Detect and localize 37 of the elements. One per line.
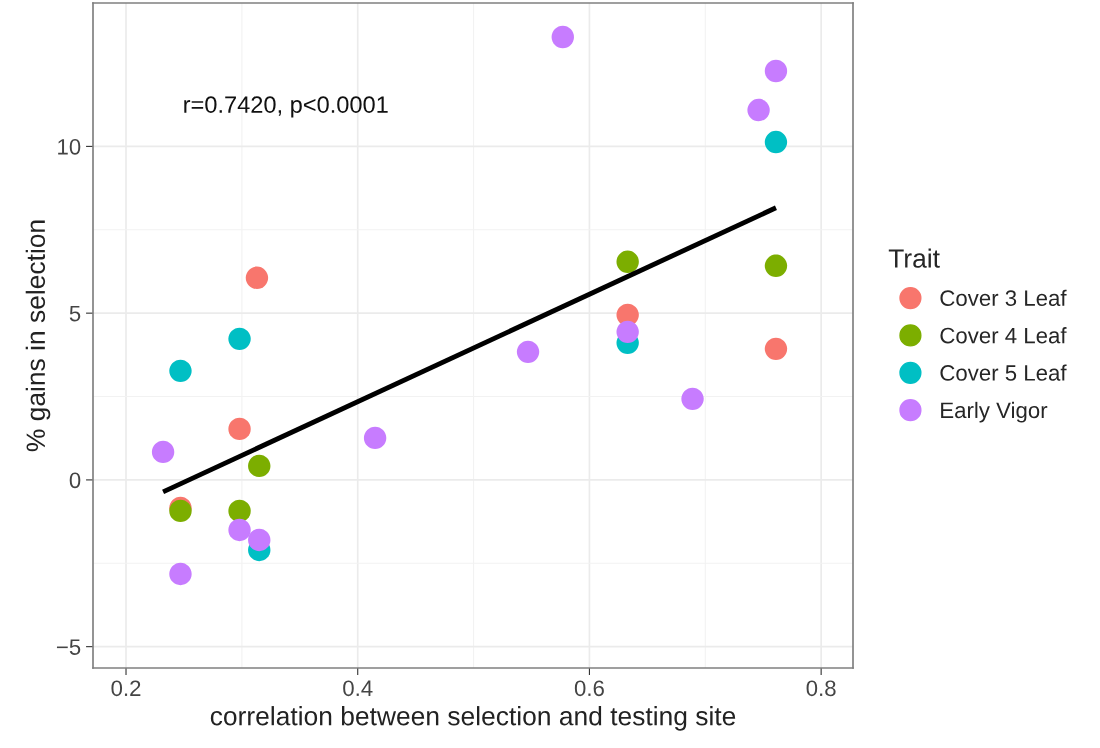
point bbox=[681, 387, 704, 411]
point bbox=[363, 426, 387, 450]
legend-label: Cover 3 Leaf bbox=[940, 289, 1067, 307]
y-axis-title: % gains in selection bbox=[25, 220, 51, 452]
x-axis-title: correlation between selection and testing site bbox=[210, 706, 736, 731]
point bbox=[248, 528, 271, 552]
legend-label: Cover 4 Leaf bbox=[940, 327, 1067, 344]
y-tick-label: 5 bbox=[69, 305, 81, 322]
legend-title: Trait bbox=[888, 248, 940, 268]
point bbox=[228, 327, 251, 351]
x-tick-label: 0.2 bbox=[111, 680, 141, 697]
point bbox=[245, 266, 269, 289]
point bbox=[228, 518, 251, 542]
y-tick-label: 10 bbox=[58, 138, 81, 155]
point bbox=[228, 417, 251, 441]
point bbox=[616, 250, 639, 273]
point bbox=[169, 562, 192, 586]
point bbox=[764, 130, 788, 154]
y-tick-label: −5 bbox=[56, 639, 81, 655]
point bbox=[616, 320, 639, 344]
point bbox=[764, 337, 788, 361]
y-tick-label: 0 bbox=[69, 472, 81, 489]
point bbox=[764, 254, 788, 277]
point bbox=[764, 59, 788, 83]
point bbox=[248, 454, 271, 478]
x-tick-label: 0.8 bbox=[806, 680, 836, 697]
point bbox=[516, 340, 540, 364]
point bbox=[169, 359, 192, 383]
legend-label: Early Vigor bbox=[941, 401, 1048, 423]
point bbox=[551, 25, 574, 49]
point bbox=[747, 98, 770, 122]
legend-label: Cover 5 Leaf bbox=[940, 364, 1067, 381]
x-tick-label: 0.4 bbox=[343, 680, 373, 697]
point bbox=[151, 440, 175, 464]
point bbox=[228, 499, 251, 523]
annotation: r=0.7420, p<0.0001 bbox=[184, 96, 388, 118]
x-tick-label: 0.6 bbox=[574, 680, 604, 697]
